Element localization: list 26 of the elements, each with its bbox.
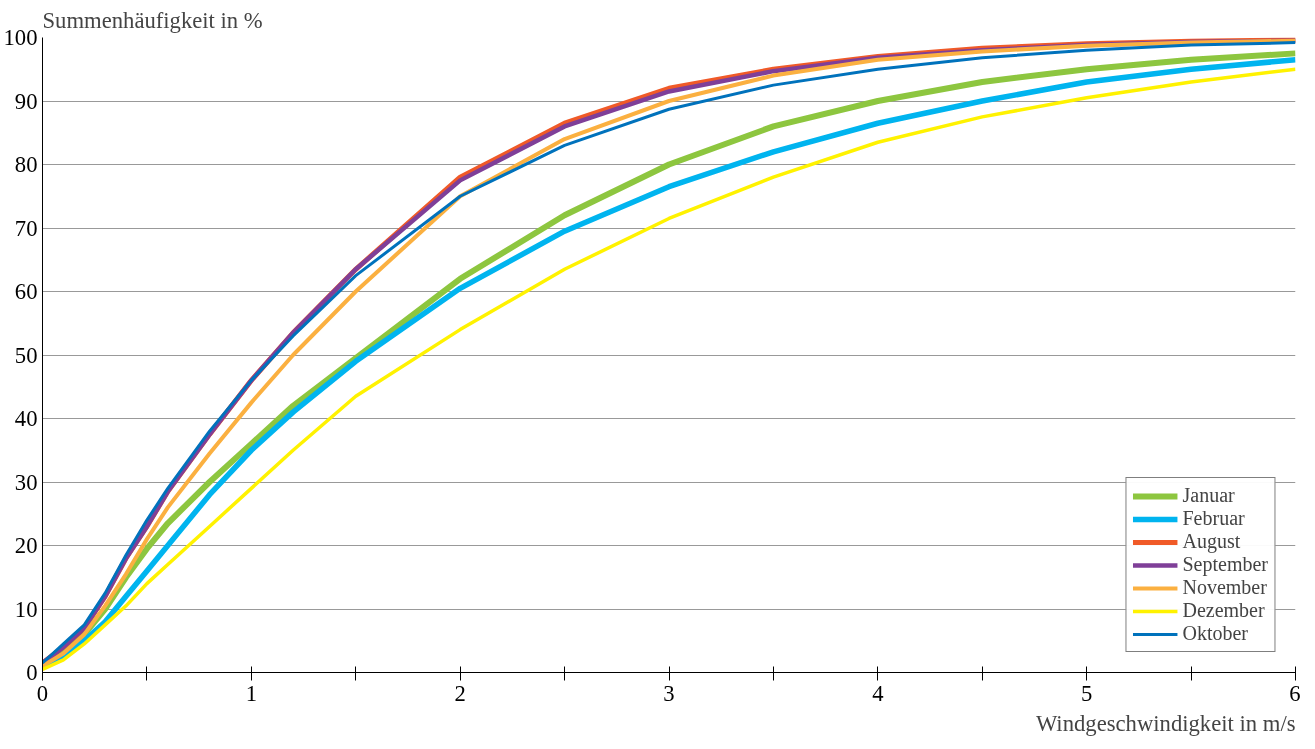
y-tick-label: 40 <box>14 406 38 431</box>
x-tick-label: 1 <box>245 680 257 706</box>
legend-label: November <box>1182 576 1267 599</box>
x-tick-label: 6 <box>1289 680 1301 706</box>
y-tick-label: 90 <box>14 88 38 114</box>
y-tick-label: 70 <box>14 215 38 241</box>
x-tick-label: 4 <box>872 680 884 706</box>
y-tick-label: 100 <box>3 25 38 50</box>
y-axis-title: Summenhäufigkeit in % <box>42 7 263 33</box>
legend-label: Oktober <box>1182 622 1249 645</box>
y-tick-label: 30 <box>14 469 38 495</box>
x-tick-label: 5 <box>1081 680 1093 706</box>
x-tick-label: 3 <box>663 680 675 706</box>
y-tick-label: 10 <box>14 596 38 622</box>
x-axis-title: Windgeschwindigkeit in m/s <box>1035 710 1296 736</box>
x-tick-label: 2 <box>454 680 466 706</box>
legend-label: August <box>1182 530 1241 553</box>
legend-label: Januar <box>1182 484 1235 507</box>
y-tick-label: 20 <box>14 533 38 558</box>
y-tick-label: 50 <box>14 342 38 368</box>
legend-label: Februar <box>1182 507 1245 530</box>
y-tick-label: 0 <box>26 660 38 685</box>
y-tick-label: 80 <box>14 152 38 177</box>
y-tick-label: 60 <box>14 279 38 304</box>
legend-label: Dezember <box>1182 599 1265 622</box>
legend-label: September <box>1182 553 1268 576</box>
